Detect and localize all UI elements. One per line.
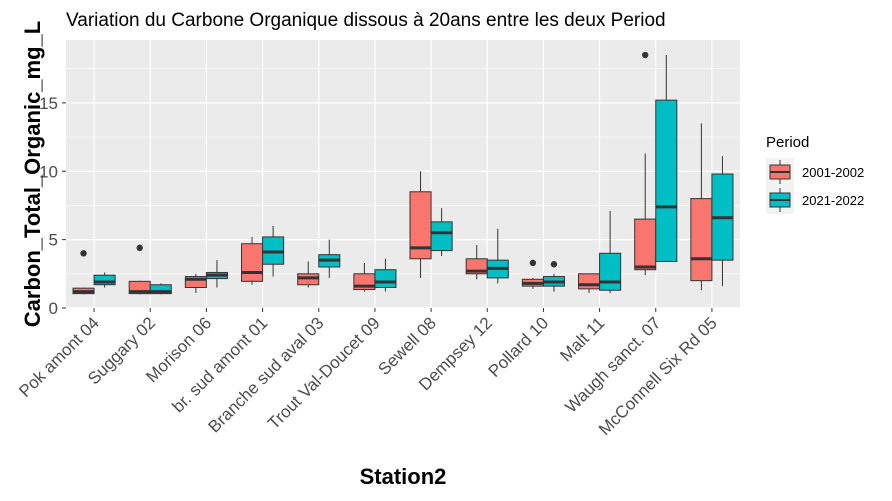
box-iqr [184, 276, 207, 288]
box-iqr [599, 252, 622, 291]
plot-panel [66, 40, 740, 308]
box-group [93, 272, 116, 288]
legend-label: 2021-2022 [802, 193, 864, 208]
box-group [655, 55, 678, 263]
box-group [430, 208, 453, 257]
box-iqr [655, 99, 678, 263]
chart-title: Variation du Carbone Organique dissous à… [66, 10, 666, 31]
box-group [149, 283, 172, 295]
box-group [409, 171, 432, 278]
outlier-point [550, 261, 558, 268]
legend-label: 2001-2002 [802, 165, 864, 180]
box-group [262, 225, 285, 277]
box-group [578, 273, 601, 293]
box-group [205, 260, 228, 288]
box-group [711, 156, 734, 287]
box-iqr [578, 273, 601, 290]
y-tick-label: 10 [39, 162, 58, 181]
box-iqr [374, 269, 397, 288]
box-iqr [149, 284, 172, 295]
box-iqr [430, 221, 453, 252]
box-group [297, 261, 320, 288]
y-tick-label: 15 [39, 94, 58, 113]
box-group [318, 239, 341, 278]
box-group [374, 258, 397, 292]
y-tick-label: 0 [49, 299, 58, 318]
x-tick-label: Trout Val-Doucet 09 [264, 313, 384, 433]
grid-minor-lines [66, 68, 740, 275]
x-tick-label: Pollard 10 [485, 313, 553, 381]
y-tick-label: 5 [49, 231, 58, 250]
box-group [599, 210, 622, 293]
y-axis-title: Carbon_Total_Organic_mg_L [20, 21, 45, 327]
box-group [72, 250, 95, 295]
box-group [634, 51, 657, 276]
x-axis-title: Station2 [360, 464, 447, 489]
y-axis-ticks: 0 5 10 15 [39, 94, 66, 318]
box-iqr [241, 243, 264, 282]
outlier-point [80, 250, 87, 257]
boxes-layer [72, 51, 734, 295]
legend: Period 2001-2002 2021-2022 [766, 134, 864, 214]
outlier-point [136, 244, 143, 252]
box-group [542, 261, 565, 292]
box-iqr [690, 198, 713, 282]
x-tick-label: Waugh sanct. 07 [561, 313, 664, 416]
box-iqr [634, 218, 657, 271]
box-group [184, 273, 207, 293]
legend-title: Period [766, 134, 809, 151]
box-group [241, 236, 264, 285]
outlier-point [529, 259, 537, 267]
x-tick-label: Malt 11 [556, 313, 608, 365]
box-group [465, 245, 488, 280]
box-iqr [93, 274, 116, 286]
box-group [486, 228, 509, 284]
outlier-point [642, 51, 649, 59]
x-tick-label: br. sud amont 01 [168, 313, 271, 416]
